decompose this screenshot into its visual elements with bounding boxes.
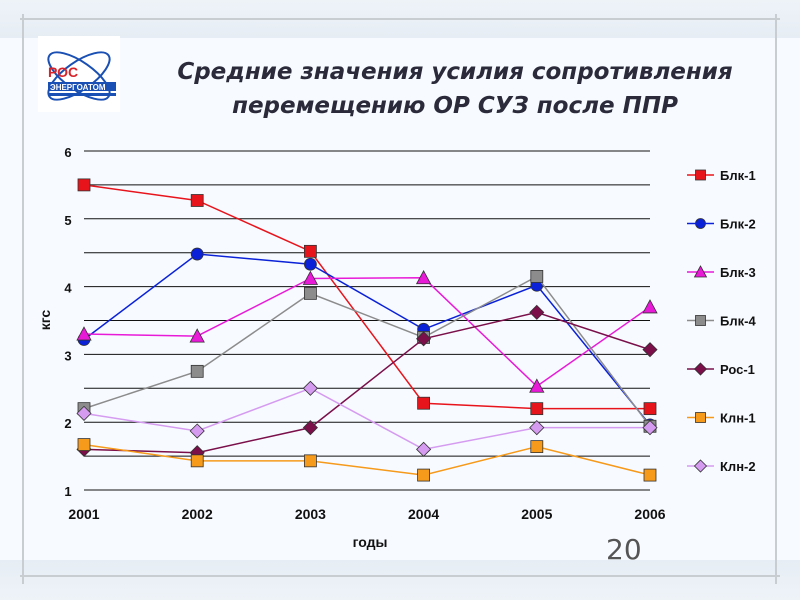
data-point bbox=[416, 441, 432, 457]
page-number: 20 bbox=[606, 533, 642, 566]
data-point bbox=[303, 454, 317, 468]
data-point bbox=[642, 342, 658, 358]
legend-item: Рос-1 bbox=[687, 362, 755, 377]
rosenergoatom-logo: РОС ЭНЕРГОАТОМ bbox=[38, 36, 120, 112]
frame-line-top bbox=[20, 18, 780, 20]
series-line bbox=[83, 253, 651, 426]
svg-text:ЭНЕРГОАТОМ: ЭНЕРГОАТОМ bbox=[50, 83, 106, 92]
y-tick-label: 3 bbox=[64, 348, 71, 363]
data-point bbox=[303, 286, 317, 300]
data-point bbox=[190, 364, 204, 378]
data-point bbox=[190, 194, 204, 207]
data-point bbox=[416, 331, 432, 347]
series-3 bbox=[76, 269, 658, 393]
y-axis-label: кгс bbox=[37, 310, 53, 331]
legend-marker bbox=[693, 265, 708, 278]
legend-label: Рос-1 bbox=[720, 362, 755, 377]
legend-item: Клн-2 bbox=[687, 459, 756, 474]
y-tick-label: 5 bbox=[64, 213, 71, 228]
data-point bbox=[530, 440, 544, 454]
series-1 bbox=[77, 178, 657, 416]
data-point bbox=[303, 257, 317, 271]
data-point bbox=[189, 328, 205, 343]
y-tick-label: 2 bbox=[64, 416, 71, 431]
data-point bbox=[529, 420, 545, 436]
x-tick-label: 2003 bbox=[295, 506, 326, 522]
legend-item: Клн-1 bbox=[687, 411, 756, 426]
series-2 bbox=[77, 247, 657, 432]
legend-marker bbox=[693, 459, 708, 473]
data-point bbox=[529, 378, 545, 393]
series-7 bbox=[76, 380, 658, 457]
data-point bbox=[643, 402, 657, 416]
legend-label: Клн-1 bbox=[720, 411, 756, 426]
data-point bbox=[190, 247, 204, 261]
frame-line-bottom bbox=[20, 575, 780, 577]
y-tick-label: 4 bbox=[64, 281, 72, 296]
x-tick-label: 2005 bbox=[521, 506, 552, 522]
data-point bbox=[76, 326, 92, 341]
data-point bbox=[529, 304, 545, 320]
page-title: Средние значения усилия сопротивления пе… bbox=[140, 55, 770, 123]
series-line bbox=[83, 387, 650, 451]
legend-marker bbox=[695, 218, 706, 229]
data-point bbox=[302, 270, 319, 285]
data-point bbox=[643, 468, 657, 482]
x-tick-label: 2004 bbox=[408, 506, 439, 522]
legend-item: Блк-3 bbox=[687, 265, 756, 280]
data-point bbox=[530, 270, 544, 283]
data-point bbox=[642, 299, 658, 314]
x-axis-label: годы bbox=[353, 534, 388, 550]
data-point bbox=[530, 402, 544, 416]
legend-label: Блк-2 bbox=[720, 217, 756, 232]
data-point bbox=[302, 380, 318, 396]
legend-marker bbox=[695, 412, 706, 423]
legend-marker bbox=[695, 169, 706, 181]
frame-line-left bbox=[22, 14, 24, 584]
legend-item: Блк-4 bbox=[687, 314, 756, 329]
data-point bbox=[642, 420, 658, 436]
frame-line-right bbox=[775, 14, 777, 584]
legend-marker bbox=[695, 315, 706, 326]
legend-item: Блк-1 bbox=[687, 168, 756, 183]
legend-marker bbox=[693, 362, 708, 376]
series-5 bbox=[76, 304, 658, 461]
data-point bbox=[417, 468, 431, 482]
legend-label: Блк-3 bbox=[720, 265, 756, 280]
title-line-2: перемещению ОР СУЗ после ППР bbox=[232, 93, 678, 119]
x-tick-label: 2002 bbox=[182, 506, 213, 522]
data-point bbox=[77, 178, 91, 192]
series-line bbox=[83, 277, 651, 388]
series-line bbox=[83, 184, 650, 410]
series-6 bbox=[77, 438, 657, 482]
data-point bbox=[415, 269, 432, 285]
series-line bbox=[83, 311, 651, 454]
legend-label: Клн-2 bbox=[720, 459, 756, 474]
bottom-band bbox=[0, 560, 800, 600]
legend-item: Блк-2 bbox=[687, 217, 756, 232]
data-point bbox=[303, 244, 317, 258]
svg-text:РОС: РОС bbox=[48, 64, 78, 80]
data-point bbox=[302, 420, 318, 436]
data-point bbox=[77, 438, 91, 451]
y-tick-label: 6 bbox=[64, 145, 71, 160]
legend-label: Блк-4 bbox=[720, 314, 756, 329]
data-point bbox=[76, 405, 92, 421]
legend-label: Блк-1 bbox=[720, 168, 756, 183]
x-tick-label: 2001 bbox=[68, 506, 99, 522]
series-line bbox=[83, 275, 651, 427]
data-point bbox=[189, 423, 205, 439]
title-line-1: Средние значения усилия сопротивления bbox=[177, 59, 733, 85]
x-tick-label: 2006 bbox=[634, 506, 665, 522]
data-point bbox=[417, 396, 431, 410]
series-line bbox=[83, 443, 651, 476]
data-point bbox=[190, 454, 204, 468]
y-tick-label: 1 bbox=[64, 484, 71, 499]
